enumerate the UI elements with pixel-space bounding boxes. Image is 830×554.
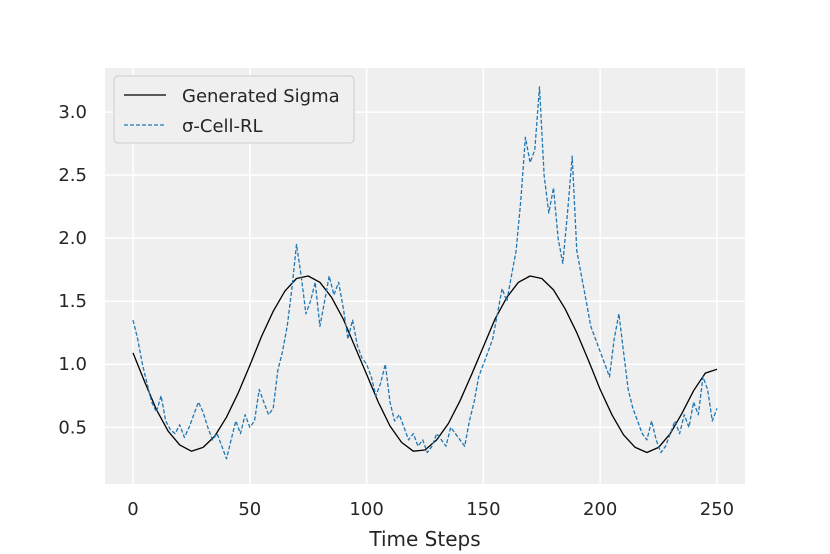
y-tick-label: 1.5	[58, 291, 87, 312]
legend-label-generated-sigma: Generated Sigma	[182, 86, 340, 107]
x-tick-label: 0	[127, 499, 138, 520]
x-tick-label: 200	[583, 499, 617, 520]
legend-label-sigma-cell-rl: σ-Cell-RL	[182, 116, 263, 137]
x-axis-ticks: 0 50 100 150 200 250	[127, 499, 734, 520]
x-tick-label: 150	[466, 499, 500, 520]
series-line-generated-sigma	[132, 275, 718, 454]
series-line-sigma-cell-rl	[132, 86, 718, 460]
y-tick-label: 0.5	[58, 417, 87, 438]
x-tick-label: 50	[238, 499, 261, 520]
y-tick-label: 2.0	[58, 228, 87, 249]
x-tick-label: 250	[700, 499, 734, 520]
x-axis-label: Time Steps	[368, 527, 480, 551]
legend: Generated Sigma σ-Cell-RL	[113, 75, 355, 144]
series-lines	[132, 86, 718, 460]
legend-box	[113, 75, 355, 144]
y-axis-ticks: 0.5 1.0 1.5 2.0 2.5 3.0	[58, 102, 87, 438]
grid-lines	[105, 68, 745, 484]
y-tick-label: 3.0	[58, 102, 87, 123]
y-tick-label: 1.0	[58, 354, 87, 375]
x-tick-label: 100	[349, 499, 383, 520]
y-tick-label: 2.5	[58, 165, 87, 186]
